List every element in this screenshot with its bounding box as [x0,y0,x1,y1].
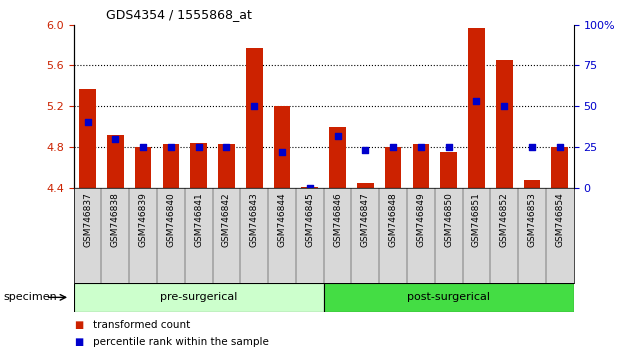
Bar [163,144,179,188]
Text: GSM746843: GSM746843 [250,193,259,247]
Bar [218,144,235,188]
Text: percentile rank within the sample: percentile rank within the sample [93,337,269,347]
Text: GSM746848: GSM746848 [388,193,397,247]
Text: GSM746847: GSM746847 [361,193,370,247]
Bar [274,106,290,188]
Text: ■: ■ [74,320,83,330]
Text: GSM746846: GSM746846 [333,193,342,247]
Point [471,98,481,104]
Point [83,120,93,125]
Bar [324,283,574,312]
Text: GSM746842: GSM746842 [222,193,231,247]
Text: GSM746850: GSM746850 [444,193,453,247]
Point [416,144,426,150]
Text: GSM746845: GSM746845 [305,193,314,247]
Point [249,103,260,109]
Point [194,144,204,150]
Bar [107,135,124,188]
Bar [440,152,457,188]
Text: GSM746853: GSM746853 [528,193,537,247]
Bar [190,143,207,188]
Point [554,144,565,150]
Bar [135,147,151,188]
Point [221,144,231,150]
Point [444,144,454,150]
Text: transformed count: transformed count [93,320,190,330]
Bar [524,181,540,188]
Bar [329,127,346,188]
Text: GSM746851: GSM746851 [472,193,481,247]
Bar [468,28,485,188]
Point [166,144,176,150]
Bar [79,89,96,188]
Text: GSM746837: GSM746837 [83,193,92,247]
Point [277,149,287,155]
Bar [385,147,401,188]
Bar [301,187,318,188]
Text: GSM746841: GSM746841 [194,193,203,247]
Text: specimen: specimen [3,292,57,302]
Text: GDS4354 / 1555868_at: GDS4354 / 1555868_at [106,8,252,21]
Bar [551,147,568,188]
Text: GSM746840: GSM746840 [167,193,176,247]
Bar [246,48,263,188]
Text: GSM746844: GSM746844 [278,193,287,247]
Point [110,136,121,142]
Text: ■: ■ [74,337,83,347]
Text: GSM746852: GSM746852 [500,193,509,247]
Point [360,147,370,153]
Bar [496,61,513,188]
Text: GSM746854: GSM746854 [555,193,564,247]
Bar [357,183,374,188]
Point [304,185,315,190]
Text: GSM746849: GSM746849 [417,193,426,247]
Text: pre-surgerical: pre-surgerical [160,292,237,302]
Point [527,144,537,150]
Bar [413,144,429,188]
Text: post-surgerical: post-surgerical [407,292,490,302]
Point [333,133,343,138]
Text: GSM746839: GSM746839 [138,193,147,247]
Point [138,144,148,150]
Bar [74,283,324,312]
Point [388,144,398,150]
Text: GSM746838: GSM746838 [111,193,120,247]
Point [499,103,510,109]
